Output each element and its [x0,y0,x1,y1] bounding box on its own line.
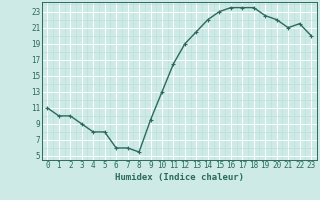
X-axis label: Humidex (Indice chaleur): Humidex (Indice chaleur) [115,173,244,182]
